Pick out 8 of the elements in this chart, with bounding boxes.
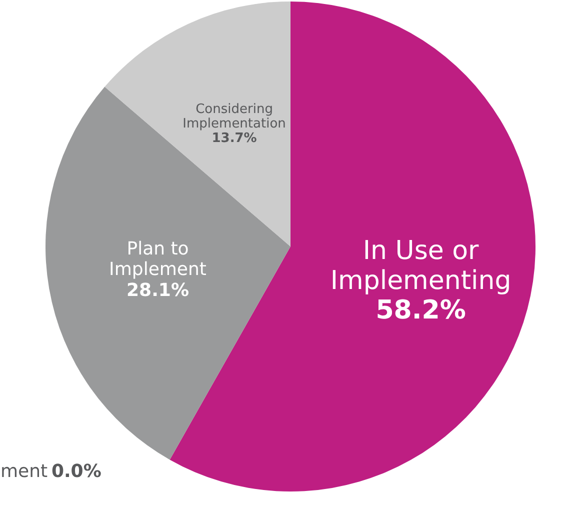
slice-label: In Use or Implementing — [330, 236, 512, 296]
slice-label: Plan to Implement — [109, 238, 206, 280]
category-label: ment — [0, 461, 48, 482]
data-label: 28.1% — [126, 280, 189, 301]
text: 0.0% — [51, 461, 102, 482]
slice-label: Considering Implementation — [182, 102, 286, 132]
data-label: 58.2% — [376, 296, 466, 326]
data-label: 13.7% — [212, 131, 257, 146]
